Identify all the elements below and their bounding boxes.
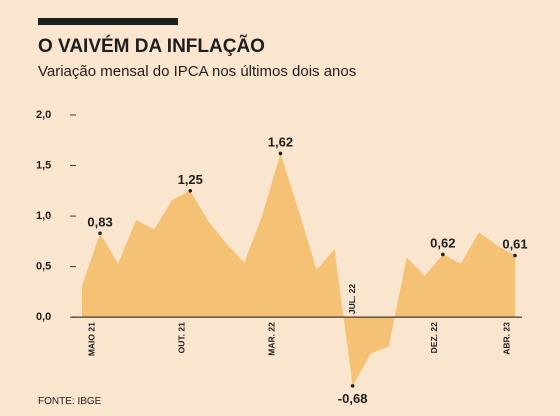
x-tick-label: JUL. 22 <box>347 284 357 315</box>
point-marker <box>98 231 102 236</box>
x-tick-label: MAR. 22 <box>267 322 277 356</box>
chart-subtitle: Variação mensal do IPCA nos últimos dois… <box>38 63 356 80</box>
point-marker <box>513 253 517 258</box>
y-tick-label: 1,5 <box>36 159 51 171</box>
chart-title: O VAIVÉM DA INFLAÇÃO <box>38 35 265 57</box>
point-marker <box>278 151 283 156</box>
x-tick-label: ABR. 23 <box>501 322 511 355</box>
y-tick-label: 0,0 <box>36 311 51 323</box>
y-tick-label: 1,0 <box>36 210 51 222</box>
data-label: 0,83 <box>87 214 112 229</box>
x-tick-label: DEZ. 22 <box>429 322 439 353</box>
point-marker <box>441 252 445 257</box>
area <box>82 153 515 386</box>
x-tick-label: MAIO 21 <box>86 322 96 356</box>
title-bar <box>38 18 178 25</box>
point-marker <box>188 189 193 193</box>
y-tick-label: 0,5 <box>36 261 51 273</box>
x-tick-label: OUT. 21 <box>177 322 187 353</box>
data-label: -0,68 <box>338 391 368 406</box>
data-label: 0,61 <box>502 236 527 251</box>
data-label: 0,62 <box>430 235 455 250</box>
data-label: 1,25 <box>178 172 203 187</box>
data-label: 1,62 <box>268 134 293 149</box>
source: FONTE: IBGE <box>38 396 102 407</box>
point-marker <box>350 384 355 388</box>
y-tick-label: 2,0 <box>36 109 51 121</box>
